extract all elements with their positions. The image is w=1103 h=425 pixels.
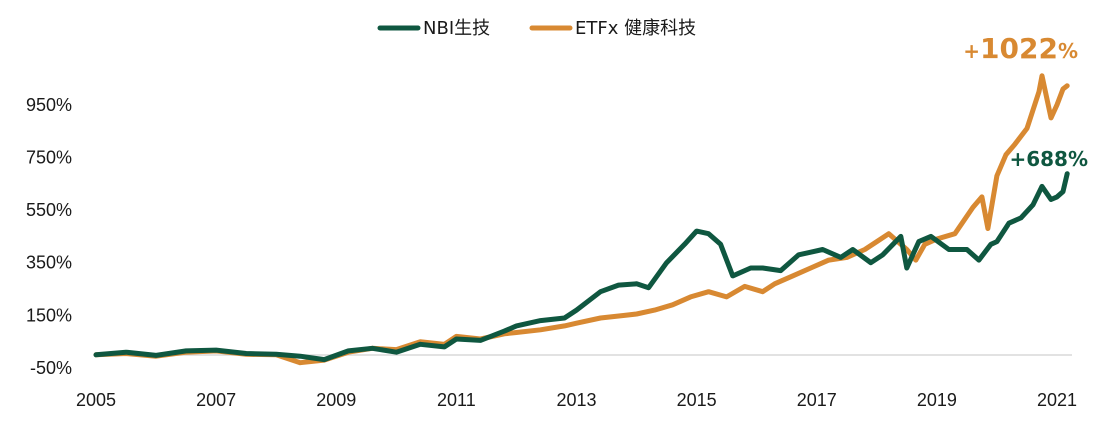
x-tick-label: 2015 [677, 390, 717, 410]
x-tick-label: 2005 [76, 390, 116, 410]
y-tick-label: 350% [26, 253, 72, 273]
y-tick-label: 150% [26, 305, 72, 325]
x-tick-label: 2009 [316, 390, 356, 410]
x-tick-label: 2019 [917, 390, 957, 410]
series-line-nbi [93, 171, 1070, 363]
x-tick-label: 2021 [1037, 390, 1077, 410]
x-tick-label: 2013 [556, 390, 596, 410]
annotation-nbi-end: +688% [1009, 147, 1088, 171]
y-tick-label: -50% [30, 358, 72, 378]
x-tick-label: 2017 [797, 390, 837, 410]
y-tick-label: 750% [26, 147, 72, 167]
series-layer [93, 73, 1070, 366]
annotation-etfx-end: +1022% [963, 32, 1078, 65]
legend-label-nbi: NBI生技 [423, 18, 490, 39]
y-axis: -50% 150% 350% 550% 750% 950% [26, 95, 72, 378]
legend: NBI生技 ETFx 健康科技 [377, 18, 696, 39]
y-tick-label: 950% [26, 95, 72, 115]
annotations: +1022% +688% [963, 32, 1088, 171]
x-tick-label: 2007 [196, 390, 236, 410]
y-tick-label: 550% [26, 200, 72, 220]
x-tick-label: 2011 [437, 390, 476, 410]
legend-label-etfx: ETFx 健康科技 [575, 18, 696, 39]
x-axis: 2005 2007 2009 2011 2013 2015 2017 2019 2021 [76, 390, 1077, 410]
series-line-etfx [93, 73, 1070, 366]
